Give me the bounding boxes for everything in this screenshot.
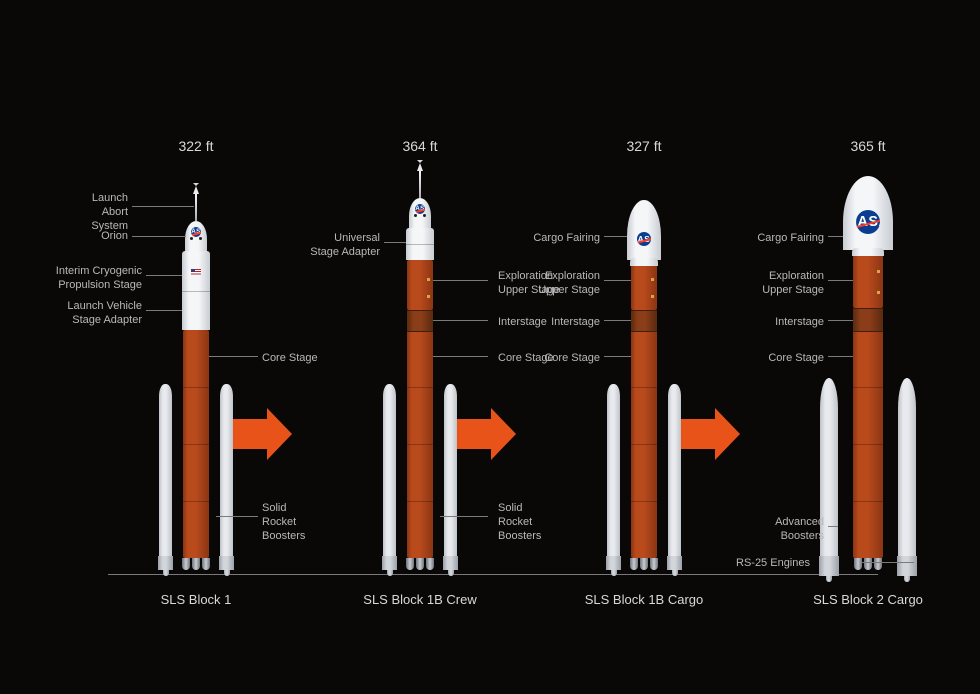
rs25-engine-cluster — [629, 558, 659, 570]
booster-nozzle — [826, 576, 832, 582]
leader-line — [604, 236, 627, 237]
interstage — [631, 310, 657, 332]
leader-line — [828, 356, 853, 357]
leader-line — [604, 320, 631, 321]
solid-rocket-booster — [220, 384, 233, 556]
exploration-upper-stage — [631, 260, 657, 310]
rocket-height: 327 ft — [626, 138, 661, 154]
las-tip — [193, 183, 199, 194]
fairing-nose — [627, 200, 661, 236]
rocket-name: SLS Block 2 Cargo — [813, 592, 923, 607]
callout-label: Exploration Upper Stage — [480, 270, 600, 298]
leader-line — [146, 275, 182, 276]
booster-nozzle — [448, 570, 454, 576]
rs25-label: RS-25 Engines — [736, 557, 856, 571]
callout-label: Solid Rocket Boosters — [498, 502, 541, 543]
booster-nozzle — [611, 570, 617, 576]
callout-label: Advanced Boosters — [704, 516, 824, 544]
leader-line — [440, 516, 488, 517]
rocket-height: 322 ft — [178, 138, 213, 154]
rs25-engine-cluster — [851, 558, 885, 570]
callout-label: Core Stage — [262, 352, 318, 366]
booster-nozzle — [387, 570, 393, 576]
booster-nozzle — [904, 576, 910, 582]
leader-line — [604, 356, 631, 357]
leader-line — [828, 320, 853, 321]
booster-skirt — [158, 556, 173, 570]
callout-label: Cargo Fairing — [480, 232, 600, 246]
leader-line — [862, 562, 914, 563]
booster-nozzle — [224, 570, 230, 576]
nasa-logo-icon — [191, 227, 201, 237]
rocket-name: SLS Block 1 — [161, 592, 232, 607]
solid-rocket-booster — [383, 384, 396, 556]
launch-abort-system — [195, 191, 197, 221]
nasa-logo-icon — [637, 232, 651, 246]
leader-line — [132, 206, 194, 207]
callout-label: Core Stage — [480, 352, 600, 366]
nasa-logo-icon — [856, 210, 880, 234]
booster-nozzle — [672, 570, 678, 576]
solid-rocket-booster — [668, 384, 681, 556]
exploration-upper-stage — [407, 260, 433, 310]
callout-label: Interim Cryogenic Propulsion Stage — [22, 265, 142, 293]
solid-rocket-booster — [444, 384, 457, 556]
leader-line — [209, 356, 258, 357]
callout-label: Solid Rocket Boosters — [262, 502, 305, 543]
callout-label: Launch Vehicle Stage Adapter — [22, 300, 142, 328]
interstage — [853, 308, 883, 332]
booster-skirt — [667, 556, 682, 570]
launch-abort-system — [419, 168, 421, 198]
callout-label: Interstage — [480, 316, 600, 330]
rs25-engine-cluster — [181, 558, 211, 570]
exploration-upper-stage — [853, 250, 883, 308]
leader-line — [216, 516, 258, 517]
leader-line — [146, 310, 182, 311]
booster-nozzle — [163, 570, 169, 576]
rocket-height: 365 ft — [850, 138, 885, 154]
advanced-booster — [898, 378, 916, 556]
leader-line — [384, 242, 406, 243]
leader-line — [828, 526, 838, 527]
rocket-height: 364 ft — [402, 138, 437, 154]
rocket-name: SLS Block 1B Crew — [363, 592, 476, 607]
callout-label: Universal Stage Adapter — [260, 232, 380, 260]
rocket-name: SLS Block 1B Cargo — [585, 592, 704, 607]
leader-line — [828, 236, 843, 237]
rs25-engine-cluster — [405, 558, 435, 570]
us-flag-icon — [191, 269, 201, 275]
sls-evolution-diagram: 322 ft SLS Block 1 Launch Abort SystemOrio… — [0, 0, 980, 694]
callout-label: Exploration Upper Stage — [704, 270, 824, 298]
booster-skirt — [382, 556, 397, 570]
las-tip — [417, 160, 423, 171]
leader-line — [132, 236, 186, 237]
booster-skirt — [443, 556, 458, 570]
solid-rocket-booster — [159, 384, 172, 556]
booster-skirt — [897, 556, 917, 576]
callout-label: Cargo Fairing — [704, 232, 824, 246]
leader-line — [828, 280, 853, 281]
solid-rocket-booster — [607, 384, 620, 556]
interstage — [407, 310, 433, 332]
callout-label: Interstage — [704, 316, 824, 330]
callout-label: Orion — [8, 230, 128, 244]
nasa-logo-icon — [415, 204, 425, 214]
leader-line — [604, 280, 631, 281]
callout-label: Core Stage — [704, 352, 824, 366]
booster-skirt — [219, 556, 234, 570]
booster-skirt — [606, 556, 621, 570]
callout-label: Launch Abort System — [8, 192, 128, 233]
